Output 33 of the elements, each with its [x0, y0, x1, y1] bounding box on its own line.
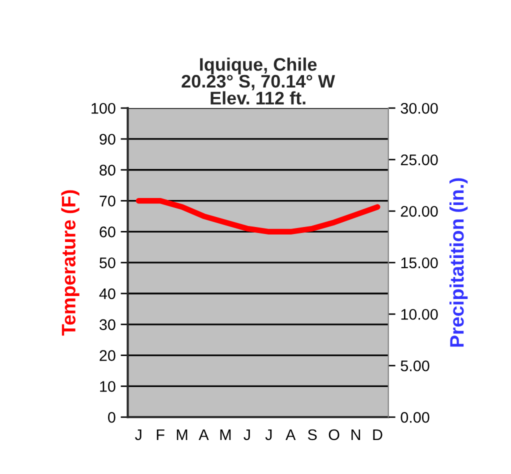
y-tick-label: 20 [100, 350, 116, 361]
y-tick-label: 50 [100, 257, 116, 268]
y2-tick-label: 30.00 [400, 102, 438, 114]
y-tick-label: 0 [108, 412, 116, 423]
y-tick-label: 70 [100, 196, 116, 206]
y-tick-label: 100 [92, 102, 116, 114]
y-tick-label: 40 [99, 288, 116, 300]
x-tick-label: A [286, 429, 296, 440]
y-tick-label: 30 [100, 319, 116, 330]
chart-title: Iquique, Chile 20.23° S, 70.14° W Elev. 112 ft. [182, 58, 336, 105]
x-tick-label: F [156, 429, 164, 440]
y2-tick-label: 15.00 [401, 257, 438, 268]
x-tick-label: J [244, 429, 250, 440]
x-tick-label: J [265, 429, 272, 440]
y-axis-title: Temperature (F) [61, 190, 80, 336]
x-tick-label: J [135, 429, 142, 440]
y-tick-label: 60 [100, 226, 116, 238]
y2-tick-label: 20.00 [400, 206, 438, 217]
y-tick-label: 90 [100, 134, 116, 145]
y2-tick-label: 5.00 [400, 360, 430, 372]
y2-tick-label: 25.00 [400, 154, 438, 166]
y2-tick-label: 0.00 [400, 412, 430, 423]
x-tick-label: M [176, 429, 188, 440]
y-tick-label: 80 [100, 164, 116, 176]
x-tick-label: O [328, 429, 340, 440]
x-tick-label: S [308, 429, 317, 440]
x-tick-label: N [352, 429, 360, 440]
y2-axis-title: Precipitatition (in.) [450, 178, 468, 347]
x-tick-label: A [198, 429, 209, 440]
x-tick-label: M [220, 429, 231, 440]
x-tick-label: D [373, 429, 382, 440]
y2-tick-label: 10.00 [401, 308, 438, 320]
y-tick-label: 10 [100, 381, 116, 392]
